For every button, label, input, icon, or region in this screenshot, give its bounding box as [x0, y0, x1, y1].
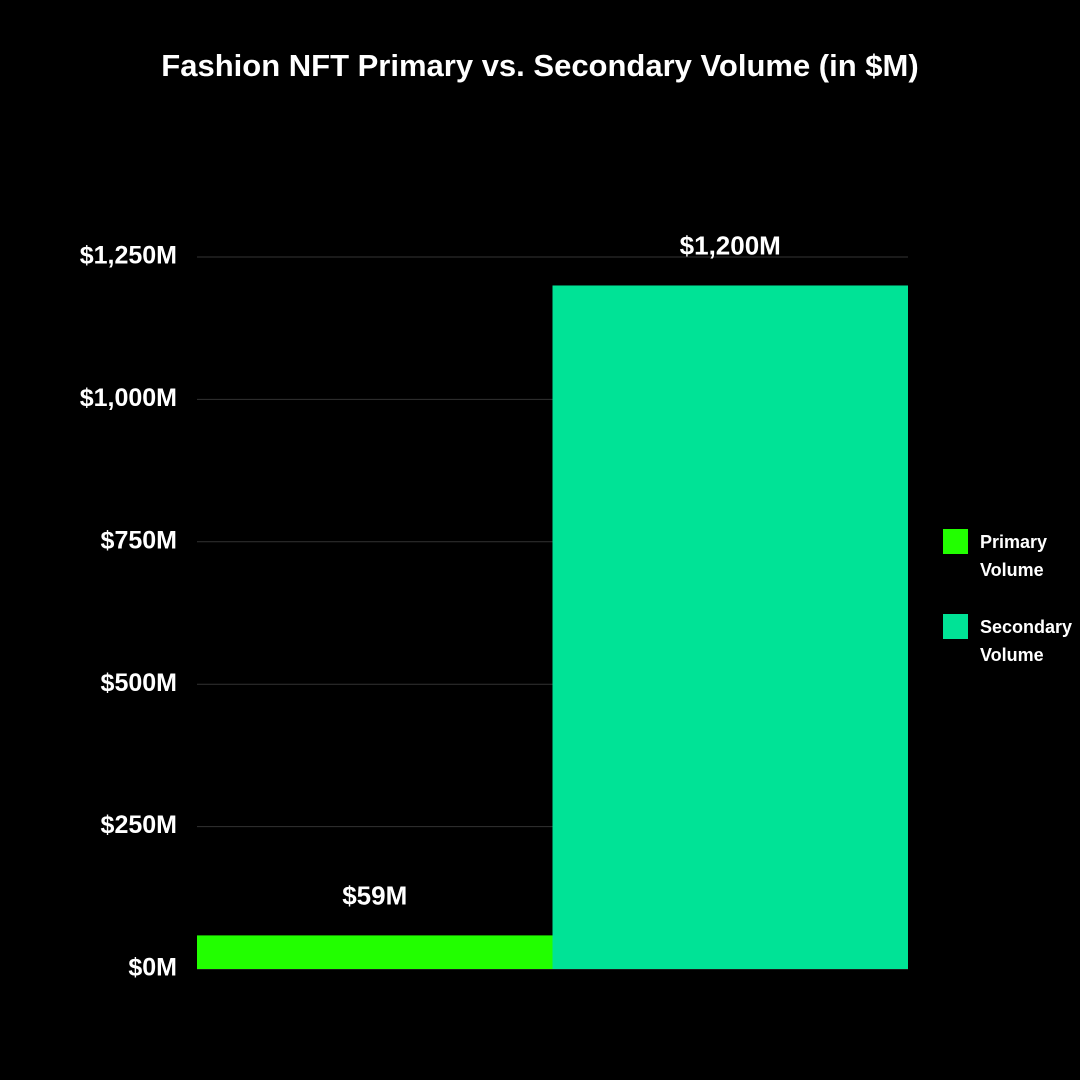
legend-swatch — [943, 614, 968, 639]
y-tick-label: $1,250M — [80, 242, 177, 270]
y-tick-label: $500M — [101, 669, 177, 697]
bar — [197, 935, 553, 969]
data-label: $1,200M — [680, 230, 781, 260]
legend-item: Secondary Volume — [943, 614, 1073, 669]
y-tick-label: $250M — [101, 811, 177, 839]
chart-title: Fashion NFT Primary vs. Secondary Volume… — [161, 48, 918, 83]
y-tick-label: $1,000M — [80, 384, 177, 412]
legend-label: Primary Volume — [980, 532, 1048, 580]
bar — [552, 285, 908, 970]
legend: Primary Volume Secondary Volume — [943, 529, 1073, 699]
legend-swatch — [943, 529, 968, 554]
data-label: $59M — [342, 880, 407, 910]
legend-item: Primary Volume — [943, 529, 1073, 584]
y-tick-label: $750M — [101, 526, 177, 554]
legend-label: Secondary Volume — [980, 617, 1073, 665]
y-tick-label: $0M — [128, 954, 177, 982]
